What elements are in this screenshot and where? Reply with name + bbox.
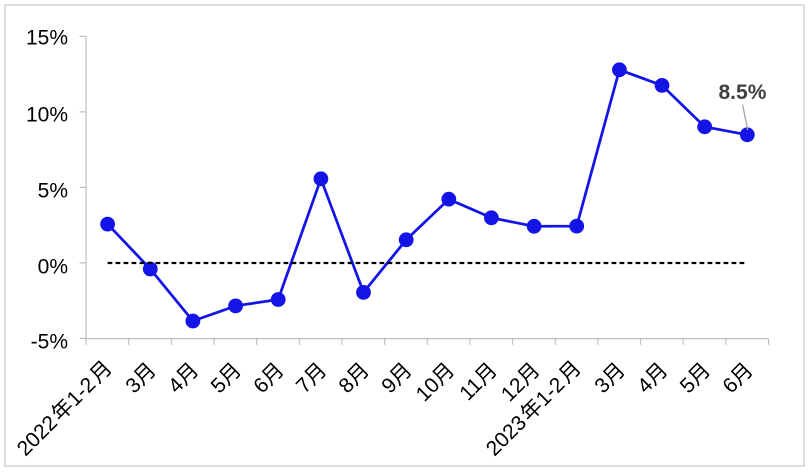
svg-text:4: 4 xyxy=(633,373,658,398)
svg-text:6: 6 xyxy=(249,373,274,398)
svg-text:3: 3 xyxy=(121,373,146,398)
svg-text:9: 9 xyxy=(377,373,402,398)
svg-text:3: 3 xyxy=(590,373,615,398)
svg-text:4: 4 xyxy=(164,373,189,398)
svg-text:5: 5 xyxy=(207,373,232,398)
svg-text:8.5%: 8.5% xyxy=(719,81,767,104)
svg-text:10%: 10% xyxy=(26,104,68,127)
svg-text:5: 5 xyxy=(676,373,701,398)
svg-text:5%: 5% xyxy=(38,180,68,203)
svg-text:0%: 0% xyxy=(38,255,68,278)
svg-text:1-2: 1-2 xyxy=(63,373,101,411)
svg-text:2023: 2023 xyxy=(482,411,531,460)
svg-text:1-2: 1-2 xyxy=(532,373,570,411)
svg-text:8: 8 xyxy=(335,373,360,398)
svg-text:6: 6 xyxy=(718,373,743,398)
svg-text:7: 7 xyxy=(292,373,317,398)
svg-text:2022: 2022 xyxy=(13,411,62,460)
svg-text:15%: 15% xyxy=(26,27,68,50)
svg-text:-5%: -5% xyxy=(31,330,68,353)
